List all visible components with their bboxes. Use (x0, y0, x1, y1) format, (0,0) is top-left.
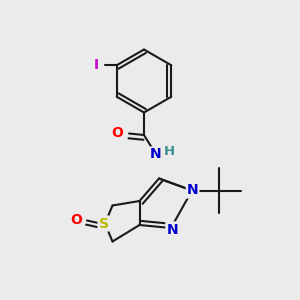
Text: N: N (150, 148, 162, 161)
Text: S: S (98, 217, 109, 230)
Text: N: N (187, 184, 198, 197)
Text: O: O (111, 127, 123, 140)
Text: N: N (167, 223, 178, 236)
Text: O: O (70, 214, 83, 227)
Text: H: H (164, 145, 175, 158)
Text: I: I (94, 58, 99, 72)
